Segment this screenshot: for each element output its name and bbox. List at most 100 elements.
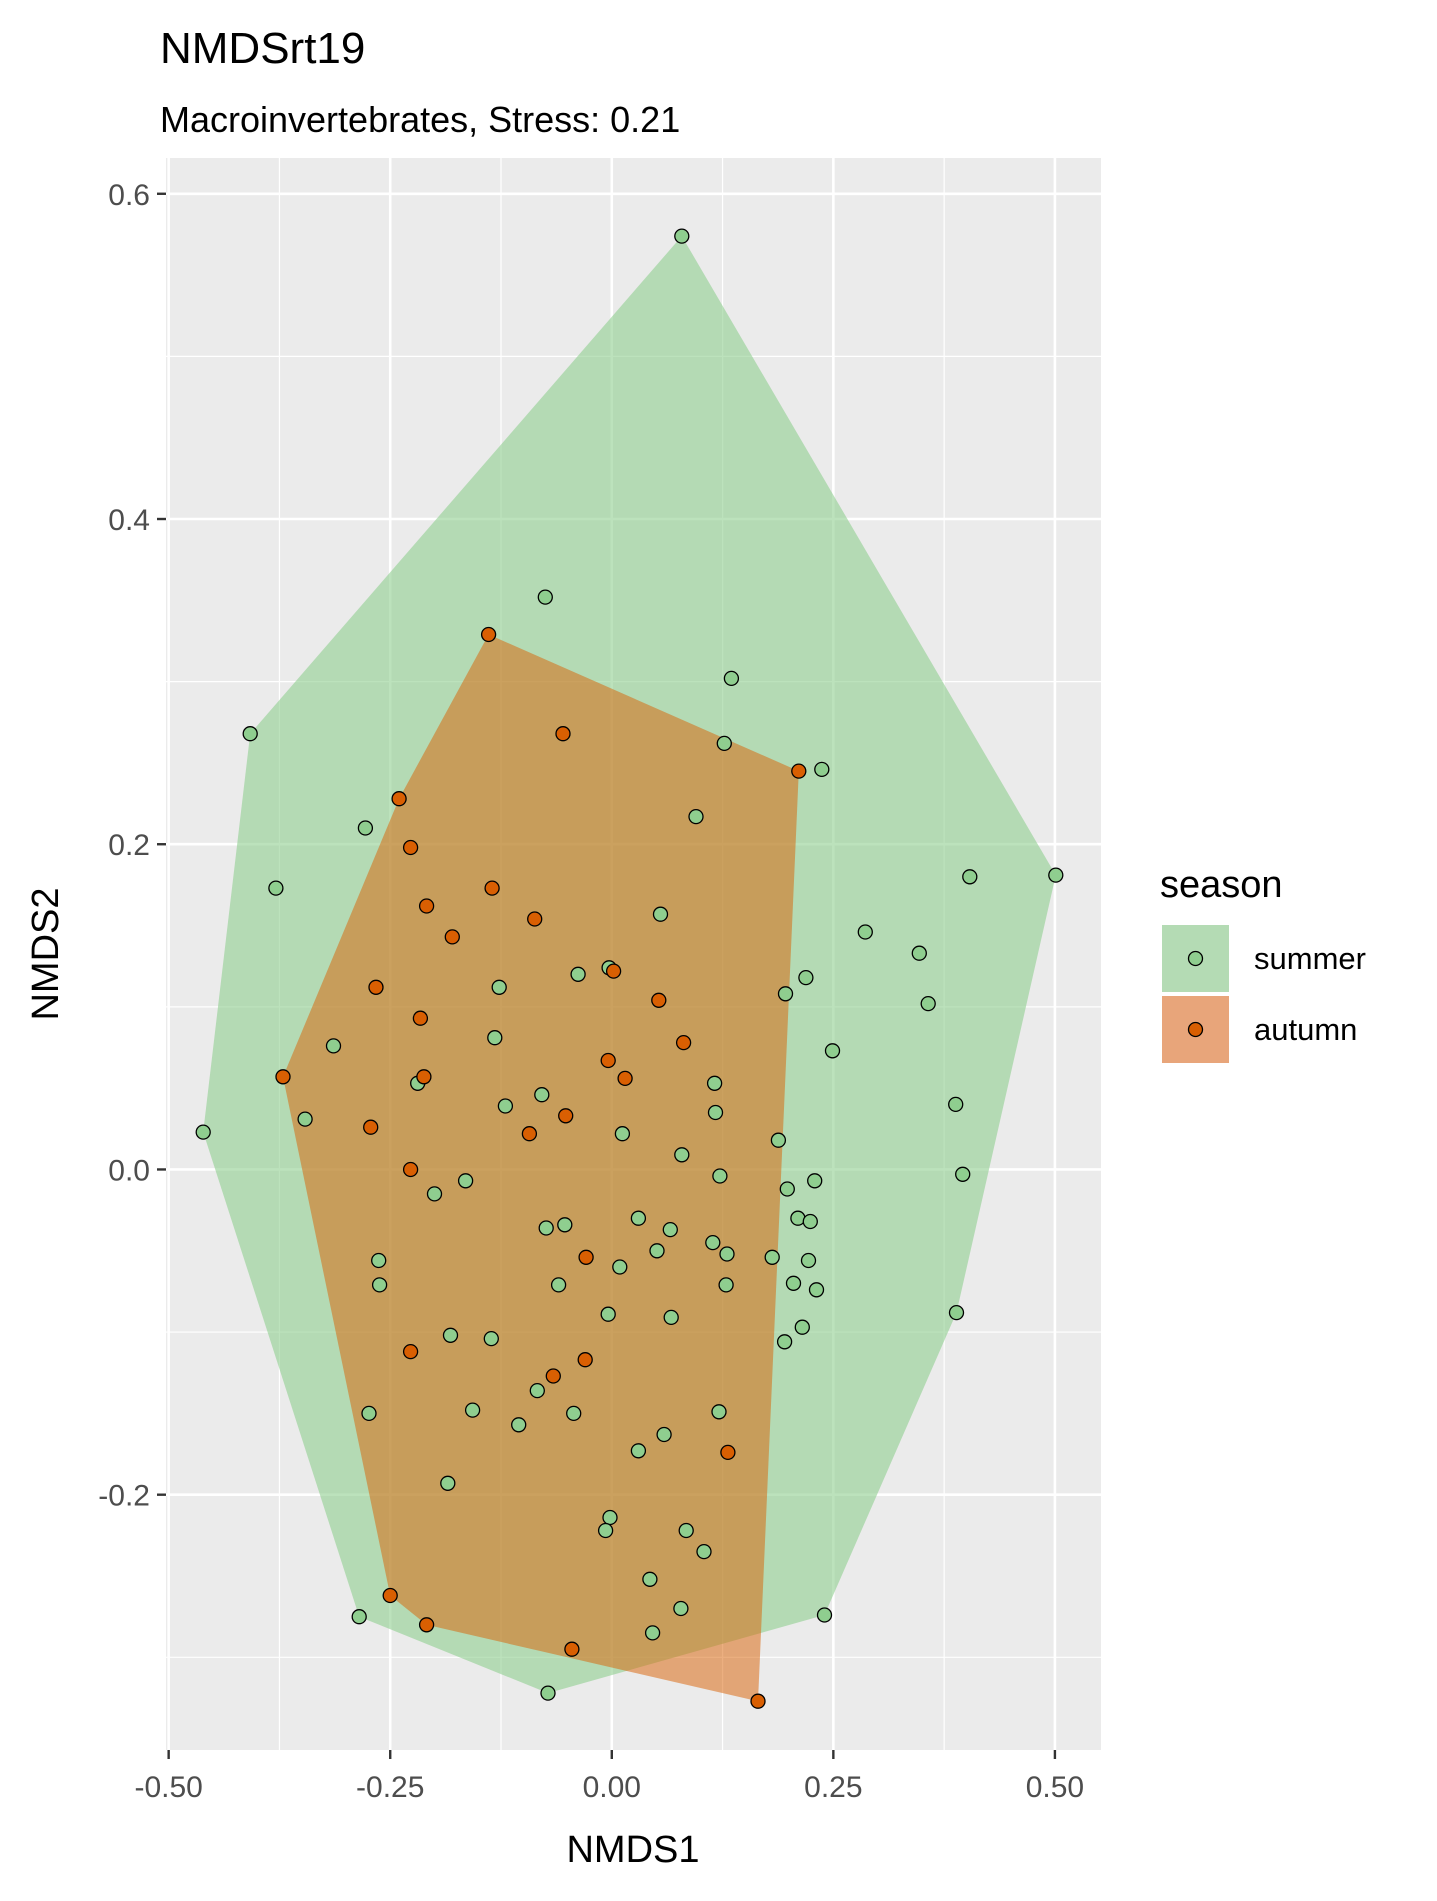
data-point-autumn: [578, 1249, 594, 1265]
data-point-summer: [802, 1213, 818, 1230]
x-tick-label: 0.00: [583, 1771, 641, 1804]
data-point-autumn: [363, 1119, 379, 1135]
data-point-summer: [602, 1509, 618, 1526]
y-tick-label: 0.4: [108, 504, 150, 537]
data-point-summer: [483, 1330, 499, 1347]
data-point-summer: [464, 1402, 481, 1418]
data-point-autumn: [391, 791, 407, 807]
data-point-summer: [649, 1243, 665, 1259]
data-point-summer: [962, 869, 978, 885]
data-point-summer: [656, 1426, 672, 1443]
y-tick-label: 0.2: [108, 829, 150, 862]
data-point-summer: [662, 1221, 678, 1238]
data-point-summer: [955, 1166, 971, 1182]
data-point-summer: [325, 1038, 342, 1054]
data-point-autumn: [418, 898, 435, 914]
data-point-summer: [457, 1173, 474, 1189]
data-point-summer: [716, 735, 732, 752]
y-tick-label: -0.2: [98, 1480, 150, 1513]
legend-point-summer: [1187, 950, 1204, 967]
x-axis-label: NMDS1: [566, 1829, 699, 1871]
y-tick-label: 0.6: [108, 179, 150, 212]
data-point-autumn: [605, 963, 622, 979]
chart-title: NMDSrt19: [160, 24, 365, 73]
data-point-autumn: [564, 1641, 580, 1657]
data-point-autumn: [416, 1069, 432, 1085]
data-point-summer: [920, 995, 936, 1012]
data-point-autumn: [555, 726, 571, 742]
data-point-summer: [707, 1104, 724, 1121]
data-point-summer: [718, 1277, 734, 1293]
x-tick-label: -0.50: [134, 1771, 202, 1804]
legend-point-autumn: [1187, 1021, 1204, 1038]
y-tick-label: 0.0: [108, 1154, 150, 1187]
data-point-summer: [630, 1443, 647, 1459]
data-point-summer: [814, 761, 830, 778]
data-point-autumn: [720, 1444, 736, 1461]
data-point-summer: [776, 1334, 793, 1350]
x-tick-label: 0.50: [1026, 1771, 1084, 1804]
data-point-autumn: [617, 1070, 633, 1087]
legend-title: season: [1160, 864, 1283, 906]
data-point-summer: [948, 1096, 964, 1113]
legend-label-autumn: autumn: [1254, 1012, 1357, 1047]
data-point-autumn: [521, 1126, 538, 1142]
data-point-summer: [534, 1087, 550, 1103]
data-point-summer: [696, 1543, 712, 1560]
data-point-summer: [800, 1252, 817, 1269]
data-point-autumn: [402, 839, 419, 856]
data-point-summer: [705, 1234, 721, 1251]
data-point-autumn: [412, 1010, 429, 1026]
data-point-summer: [644, 1625, 661, 1641]
data-point-summer: [779, 1181, 795, 1197]
data-point-summer: [764, 1249, 780, 1265]
data-point-summer: [674, 228, 690, 244]
data-point-summer: [614, 1126, 631, 1142]
legend-entries: summer autumn: [1162, 925, 1366, 1063]
data-point-summer: [195, 1124, 211, 1140]
data-point-summer: [642, 1571, 658, 1587]
data-point-autumn: [527, 911, 543, 927]
data-point-summer: [597, 1522, 614, 1539]
chart-subtitle: Macroinvertebrates, Stress: 0.21: [160, 99, 680, 140]
data-point-summer: [790, 1210, 806, 1226]
data-point-summer: [719, 1246, 735, 1262]
legend: season summer autumn: [1160, 864, 1366, 1063]
data-point-summer: [663, 1309, 679, 1326]
data-point-summer: [723, 670, 740, 687]
data-point-summer: [678, 1522, 694, 1539]
data-point-summer: [652, 906, 669, 922]
y-axis-label: NMDS2: [25, 887, 67, 1020]
data-point-summer: [537, 589, 553, 605]
data-point-autumn: [577, 1352, 593, 1368]
data-point-summer: [911, 945, 927, 961]
data-point-summer: [442, 1327, 459, 1343]
data-point-autumn: [484, 880, 500, 896]
data-point-summer: [706, 1075, 723, 1091]
data-point-autumn: [651, 992, 667, 1008]
data-point-summer: [371, 1277, 388, 1293]
data-point-summer: [511, 1417, 527, 1433]
data-point-summer: [688, 808, 704, 825]
data-point-autumn: [444, 929, 460, 945]
data-point-summer: [673, 1600, 689, 1617]
data-point-summer: [570, 966, 586, 982]
data-point-autumn: [368, 979, 384, 995]
data-point-summer: [674, 1147, 690, 1163]
data-point-summer: [491, 979, 507, 995]
data-point-autumn: [600, 1052, 616, 1069]
data-point-summer: [798, 969, 814, 986]
data-point-summer: [566, 1405, 582, 1422]
data-point-autumn: [402, 1343, 419, 1360]
x-tick-label: -0.25: [356, 1771, 424, 1804]
data-point-summer: [351, 1609, 367, 1625]
data-point-summer: [497, 1098, 514, 1114]
data-point-autumn: [382, 1587, 398, 1604]
data-point-summer: [857, 924, 873, 940]
data-point-summer: [824, 1043, 841, 1059]
data-point-summer: [426, 1186, 443, 1202]
data-point-summer: [711, 1404, 727, 1420]
data-point-summer: [630, 1210, 647, 1226]
